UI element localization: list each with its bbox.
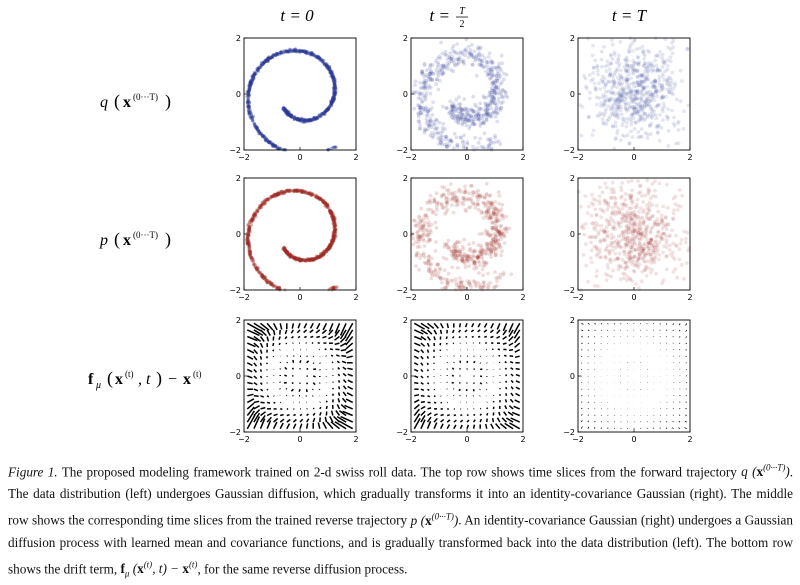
svg-text:μ: μ xyxy=(95,380,101,391)
col-title-t0: t = 0 xyxy=(280,6,314,25)
caption-label: Figure 1. xyxy=(8,464,58,479)
col-title-tT: t = T xyxy=(612,6,648,25)
y-tick-label: 2 xyxy=(236,316,241,325)
y-tick-label: 2 xyxy=(570,34,575,43)
y-tick-label: 2 xyxy=(236,174,241,183)
svg-text:(: ( xyxy=(107,368,113,389)
x-tick-label: 2 xyxy=(520,153,525,162)
caption-text-4: , for the same reverse diffusion process… xyxy=(197,561,407,576)
caption-text-1: The proposed modeling framework trained … xyxy=(62,464,737,479)
x-tick-label: 2 xyxy=(520,435,525,444)
svg-text:, t: , t xyxy=(138,371,151,388)
x-tick-label: 2 xyxy=(353,293,358,302)
svg-text:): ) xyxy=(165,91,171,112)
svg-text:x: x xyxy=(123,94,131,111)
y-tick-label: 0 xyxy=(570,372,575,381)
y-tick-label: −2 xyxy=(396,428,408,437)
y-tick-label: 2 xyxy=(403,34,408,43)
y-tick-label: 2 xyxy=(570,316,575,325)
x-tick-label: 2 xyxy=(687,153,692,162)
x-tick-label: 0 xyxy=(464,293,469,302)
y-tick-label: 0 xyxy=(236,90,241,99)
svg-text:q: q xyxy=(100,94,108,111)
svg-text:2: 2 xyxy=(460,19,465,30)
figure-caption: Figure 1. The proposed modeling framewor… xyxy=(8,457,793,585)
x-tick-label: 0 xyxy=(464,153,469,162)
svg-text:(: ( xyxy=(114,229,120,250)
svg-text:x: x xyxy=(115,371,123,388)
column-titles: t = 0 t = T 2 t = T xyxy=(280,6,647,30)
y-tick-label: −2 xyxy=(563,286,575,295)
y-tick-label: 2 xyxy=(403,316,408,325)
svg-text:t =: t = xyxy=(430,6,450,25)
caption-math-p: p (x(0···T)) xyxy=(411,513,459,528)
row-label-f: f μ ( x (t) , t ) − x (t) xyxy=(88,368,202,391)
svg-text:T: T xyxy=(459,6,466,17)
x-tick-label: 2 xyxy=(520,293,525,302)
y-tick-label: −2 xyxy=(396,146,408,155)
x-tick-label: 0 xyxy=(631,293,636,302)
y-tick-label: 2 xyxy=(403,174,408,183)
y-tick-label: −2 xyxy=(396,286,408,295)
svg-text:(: ( xyxy=(114,91,120,112)
x-tick-label: 0 xyxy=(464,435,469,444)
x-tick-label: 2 xyxy=(687,435,692,444)
svg-text:): ) xyxy=(165,229,171,250)
x-tick-label: 0 xyxy=(297,153,302,162)
y-tick-label: −2 xyxy=(563,428,575,437)
x-tick-label: 2 xyxy=(687,293,692,302)
svg-text:−: − xyxy=(168,371,177,388)
row-label-p: p ( x (0···T) ) xyxy=(99,229,171,250)
caption-math-f: fμ (x(t), t) − x(t) xyxy=(120,561,197,576)
y-tick-label: −2 xyxy=(229,428,241,437)
row-label-q: q ( x (0···T) ) xyxy=(100,91,171,112)
y-tick-label: −2 xyxy=(229,286,241,295)
x-tick-label: 0 xyxy=(297,293,302,302)
y-tick-label: −2 xyxy=(563,146,575,155)
y-tick-label: 0 xyxy=(403,230,408,239)
figure-panels: t = 0 t = T 2 t = T q ( x (0···T) ) p ( … xyxy=(0,0,800,450)
x-tick-label: 0 xyxy=(297,435,302,444)
y-tick-label: 0 xyxy=(570,90,575,99)
y-tick-label: 0 xyxy=(403,372,408,381)
row-labels: q ( x (0···T) ) p ( x (0···T) ) f μ ( x … xyxy=(88,91,202,391)
y-tick-label: 0 xyxy=(570,230,575,239)
x-tick-label: 0 xyxy=(631,435,636,444)
y-tick-label: 0 xyxy=(403,90,408,99)
svg-text:p: p xyxy=(99,232,108,249)
y-tick-label: 2 xyxy=(570,174,575,183)
svg-text:): ) xyxy=(156,368,162,389)
y-tick-label: 0 xyxy=(236,372,241,381)
svg-text:(0···T): (0···T) xyxy=(133,92,158,102)
x-tick-label: 2 xyxy=(353,435,358,444)
svg-text:(0···T): (0···T) xyxy=(133,230,158,240)
svg-text:(t): (t) xyxy=(193,369,202,379)
y-tick-label: 0 xyxy=(236,230,241,239)
svg-text:f: f xyxy=(88,371,94,388)
x-tick-label: 2 xyxy=(353,153,358,162)
x-tick-label: 0 xyxy=(631,153,636,162)
svg-text:(t): (t) xyxy=(125,369,134,379)
y-tick-label: 2 xyxy=(236,34,241,43)
svg-text:x: x xyxy=(123,232,131,249)
y-tick-label: −2 xyxy=(229,146,241,155)
caption-math-q: q (x(0···T)) xyxy=(741,464,790,479)
col-title-thalf: t = T 2 xyxy=(430,6,468,30)
svg-text:x: x xyxy=(183,371,191,388)
